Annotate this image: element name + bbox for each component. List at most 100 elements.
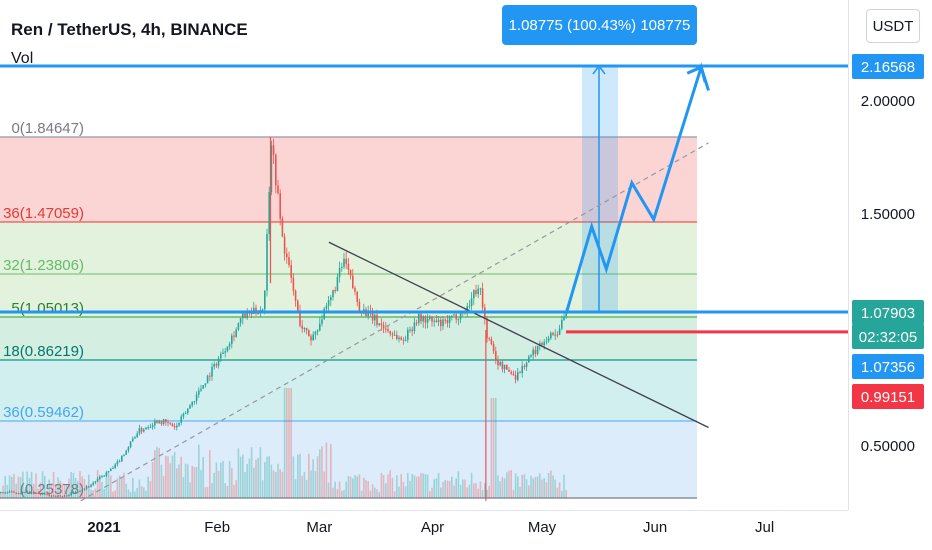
volume-bar [70, 472, 72, 498]
volume-bar [514, 473, 517, 498]
candle [444, 319, 446, 321]
volume-bar [176, 468, 178, 498]
volume-bar [81, 476, 83, 498]
candle [70, 492, 72, 496]
volume-bar [182, 477, 185, 498]
volume-bar [239, 456, 242, 498]
volume-bar [132, 477, 134, 498]
volume-bar [470, 472, 473, 498]
candle [556, 334, 559, 336]
volume-bar [411, 473, 413, 498]
candle [160, 420, 163, 424]
candle [512, 373, 515, 376]
candle [446, 320, 449, 323]
volume-bar [459, 485, 462, 498]
volume-bar [101, 481, 103, 498]
volume-bar [422, 473, 424, 498]
candle [303, 327, 306, 329]
volume-bar [19, 476, 22, 498]
price-axis[interactable] [848, 0, 932, 550]
candle [13, 491, 15, 493]
price-label-projection-target: 2.16568 [852, 54, 924, 79]
candle [123, 454, 125, 456]
volume-bar [165, 455, 167, 498]
volume-bar [200, 470, 202, 498]
candle [481, 288, 484, 308]
candle [26, 491, 28, 493]
candle [6, 492, 9, 494]
volume-bar [248, 458, 251, 498]
volume-bar [222, 460, 224, 498]
measure-box[interactable] [582, 66, 618, 312]
candle [495, 351, 497, 360]
volume-bar [266, 456, 268, 498]
candle [94, 481, 97, 483]
candle [561, 320, 563, 329]
candle [138, 428, 141, 434]
time-tick-label: 2021 [87, 519, 120, 536]
candle [178, 422, 180, 426]
candle [182, 413, 185, 417]
volume-bar [347, 475, 350, 498]
volume-bar [281, 471, 284, 498]
candle [330, 297, 332, 301]
candle [409, 329, 411, 331]
candle [314, 331, 317, 335]
volume-bar [378, 491, 380, 498]
volume-indicator-label[interactable]: Vol [11, 50, 34, 67]
price-label-red-line: 0.99151 [852, 384, 924, 409]
candle [448, 316, 451, 323]
volume-bar [299, 453, 301, 498]
volume-bar [22, 471, 24, 498]
volume-bar [308, 453, 310, 498]
descending-trend-line[interactable] [328, 241, 709, 429]
volume-bar [484, 483, 486, 498]
volume-bar [558, 482, 561, 498]
candle [231, 335, 233, 345]
volume-bar [226, 485, 229, 498]
candle [301, 325, 303, 329]
volume-bar [277, 463, 279, 498]
volume-bar [424, 474, 427, 498]
volume-bar [39, 482, 42, 498]
candle [143, 429, 145, 432]
volume-bar [63, 483, 66, 498]
volume-bar [17, 476, 20, 498]
candle [55, 495, 57, 497]
volume-bar [61, 483, 64, 498]
fib-zone-0 [0, 137, 697, 222]
dashed-trend-line[interactable] [80, 142, 709, 502]
volume-bar [349, 476, 352, 498]
volume-bar [193, 467, 196, 498]
svg-text:02:32:05: 02:32:05 [859, 329, 917, 346]
volume-bar [539, 473, 541, 498]
volume-bar [213, 472, 215, 498]
volume-bar [138, 479, 141, 498]
volume-bar [184, 463, 187, 498]
candle [211, 366, 213, 377]
currency-button[interactable]: USDT [866, 9, 920, 43]
candle [563, 316, 565, 321]
volume-bar [448, 481, 451, 498]
candle [305, 327, 308, 331]
volume-bar [68, 478, 70, 498]
volume-bar [323, 471, 325, 498]
candle [151, 425, 154, 428]
candle [550, 332, 552, 339]
time-tick-label: Jul [755, 519, 774, 536]
volume-bar [233, 484, 235, 498]
candle [378, 323, 380, 325]
volume-bar [543, 478, 545, 498]
candle [292, 277, 295, 291]
candle [213, 364, 215, 367]
candle [57, 495, 59, 497]
volume-bar [169, 463, 171, 498]
candle [202, 385, 204, 389]
volume-bar [24, 489, 26, 498]
candle [268, 191, 270, 234]
candle [50, 495, 53, 497]
volume-bar [561, 490, 563, 498]
candle [468, 306, 471, 308]
volume-bar [261, 480, 264, 498]
